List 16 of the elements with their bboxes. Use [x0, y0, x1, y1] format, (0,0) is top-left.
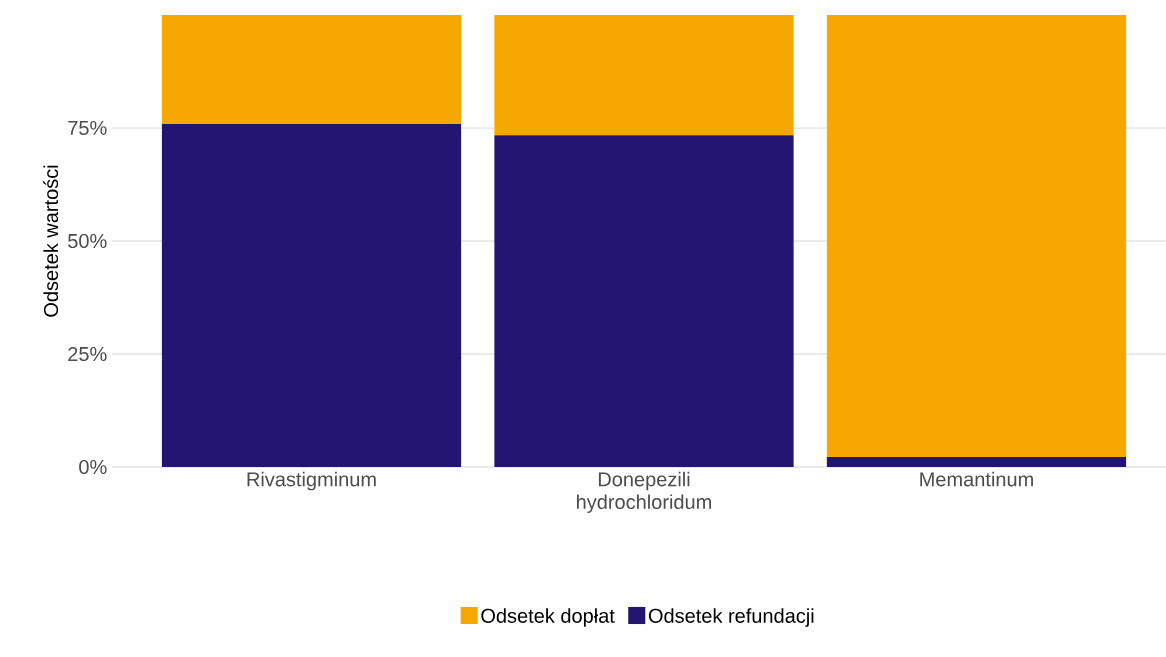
y-tick-label: 25% — [68, 346, 107, 362]
bar — [494, 135, 794, 467]
y-tick-label: 50% — [68, 233, 107, 249]
y-tick-label: 0% — [79, 459, 107, 475]
bar — [161, 14, 462, 124]
bar — [494, 14, 794, 136]
x-tick-label: Memantinum — [920, 471, 1033, 487]
legend-label: Odsetek refundacji — [648, 608, 814, 627]
legend-label: Odsetek dopłat — [481, 608, 615, 627]
x-tick-label: Donepezili hydrochloridum — [577, 471, 711, 514]
bar — [161, 123, 462, 467]
y-tick-label: 75% — [68, 120, 107, 136]
bar — [826, 14, 1127, 458]
bar — [826, 457, 1127, 467]
y-axis-title: Odsetek wartości — [43, 165, 59, 317]
x-tick-label: Rivastigminum — [247, 471, 376, 491]
